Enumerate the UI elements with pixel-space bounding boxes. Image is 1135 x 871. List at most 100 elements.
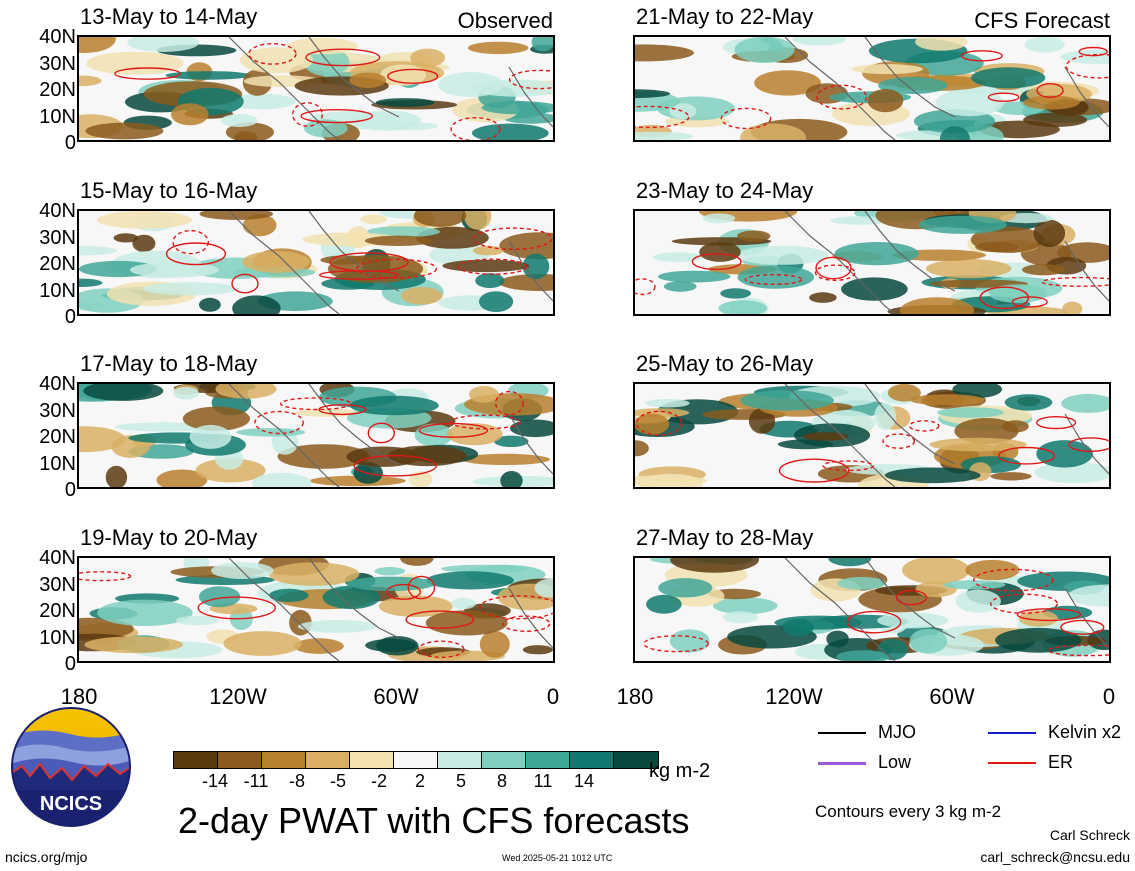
colorbar-units: kg m-2 xyxy=(649,760,711,782)
pwat-map xyxy=(635,558,1109,661)
pwat-anomaly xyxy=(309,475,406,487)
pwat-anomaly xyxy=(83,384,164,401)
y-tick-label: 20N xyxy=(39,79,76,101)
er-contour xyxy=(691,253,742,271)
legend-er-line xyxy=(988,762,1036,764)
er-contour xyxy=(479,595,553,620)
colorbar-label-6: 5 xyxy=(455,771,467,791)
pwat-anomaly xyxy=(1061,394,1109,413)
map-panel-1 xyxy=(77,35,555,142)
coastline xyxy=(784,37,1109,140)
author-email[interactable]: carl_schreck@ncsu.edu xyxy=(980,849,1130,865)
coastline xyxy=(228,211,553,314)
pwat-anomaly xyxy=(1024,37,1065,53)
map-panel-5 xyxy=(633,35,1111,142)
y-tick-label: 30N xyxy=(39,573,76,596)
y-tick-label: 30N xyxy=(39,399,76,422)
pwat-anomaly xyxy=(952,384,1002,398)
pwat-anomaly xyxy=(737,230,771,242)
y-tick-label: 40N xyxy=(39,26,76,48)
colorbar-label-4: -2 xyxy=(370,771,388,791)
pwat-anomaly xyxy=(425,610,508,636)
pwat-anomaly xyxy=(268,562,360,586)
er-contour xyxy=(720,107,772,130)
forecast-label: CFS Forecast xyxy=(974,8,1110,33)
pwat-anomaly xyxy=(877,612,949,629)
coastline xyxy=(784,558,1109,661)
er-contour xyxy=(987,92,1020,102)
pwat-anomaly xyxy=(663,281,697,292)
pwat-map xyxy=(79,37,553,140)
er-contour xyxy=(418,422,489,438)
colorbar-label-3: -5 xyxy=(329,771,347,791)
pwat-anomaly xyxy=(242,251,311,273)
y-tick-label: 10N xyxy=(39,279,76,302)
x-tick-60w-right: 60W xyxy=(929,684,975,709)
er-contour xyxy=(387,68,439,84)
colorbar-segment-4 xyxy=(350,752,394,768)
colorbar-segment-7 xyxy=(482,752,526,768)
colorbar-segment-10 xyxy=(614,752,658,768)
pwat-anomaly xyxy=(469,386,499,403)
map-panel-6 xyxy=(633,209,1111,316)
y-tick-label: 30N xyxy=(39,52,76,75)
pwat-anomaly xyxy=(836,650,890,661)
pwat-anomaly xyxy=(360,214,387,225)
pwat-anomaly xyxy=(783,619,814,637)
colorbar-segment-6 xyxy=(438,752,482,768)
pwat-anomaly xyxy=(990,472,1032,481)
coastline xyxy=(228,37,553,140)
pwat-anomaly xyxy=(503,112,553,124)
site-url[interactable]: ncics.org/mjo xyxy=(5,849,88,865)
er-contour xyxy=(305,48,381,67)
er-contour xyxy=(778,458,850,483)
pwat-anomaly xyxy=(809,292,837,303)
pwat-anomaly xyxy=(349,72,387,88)
pwat-anomaly xyxy=(718,300,768,314)
pwat-anomaly xyxy=(669,629,710,653)
pwat-anomaly xyxy=(828,558,872,567)
pwat-anomaly xyxy=(85,122,164,140)
er-contour xyxy=(329,252,409,272)
pwat-anomaly xyxy=(84,636,184,654)
pwat-anomaly xyxy=(909,628,948,654)
pwat-anomaly xyxy=(1002,420,1029,433)
pwat-anomaly xyxy=(937,407,1004,418)
pwat-anomaly xyxy=(365,638,417,652)
pwat-anomaly xyxy=(113,233,139,243)
pwat-anomaly xyxy=(375,98,435,107)
pwat-anomaly xyxy=(195,458,266,483)
ncics-logo: NCICS xyxy=(10,706,132,828)
y-tick-label: 0 xyxy=(64,132,76,154)
er-contour xyxy=(643,635,709,653)
pwat-map xyxy=(635,211,1109,314)
pwat-anomaly xyxy=(269,588,309,602)
pwat-anomaly xyxy=(223,631,302,656)
pwat-anomaly xyxy=(645,398,690,408)
pwat-anomaly xyxy=(437,72,504,97)
pwat-anomaly xyxy=(287,37,358,55)
pwat-anomaly xyxy=(410,48,446,67)
pwat-anomaly xyxy=(175,615,219,626)
colorbar-segment-0 xyxy=(174,752,218,768)
pwat-anomaly xyxy=(293,638,344,654)
er-contour xyxy=(816,84,868,110)
pwat-anomaly xyxy=(479,291,514,312)
logo-text: NCICS xyxy=(40,793,102,815)
pwat-anomaly xyxy=(915,37,968,51)
pwat-anomaly xyxy=(479,630,510,658)
colorbar-label-7: 8 xyxy=(496,771,508,791)
pwat-anomaly xyxy=(943,580,1006,590)
pwat-anomaly xyxy=(754,70,821,96)
er-contour xyxy=(1068,437,1109,452)
pwat-anomaly xyxy=(156,469,208,487)
pwat-anomaly xyxy=(531,37,553,52)
er-contour xyxy=(1011,296,1048,308)
y-tick-label: 0 xyxy=(64,653,76,675)
pwat-anomaly xyxy=(1018,610,1058,627)
er-contour xyxy=(815,256,852,280)
pwat-anomaly xyxy=(446,423,503,446)
pwat-anomaly xyxy=(226,93,296,110)
pwat-anomaly xyxy=(669,103,697,120)
pwat-anomaly xyxy=(364,235,433,246)
